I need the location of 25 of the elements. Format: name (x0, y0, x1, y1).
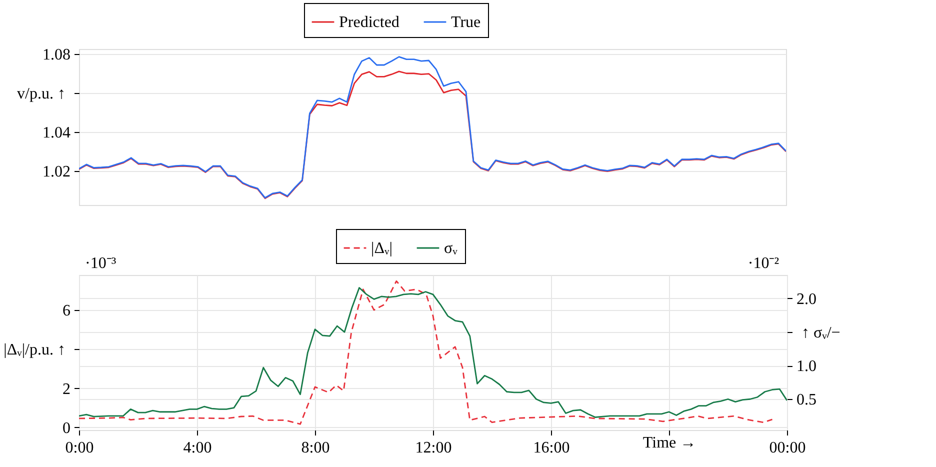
legend-label: Predicted (339, 14, 400, 31)
legend-label: |Δᵥ| (371, 240, 392, 257)
y-tick-label: 1.04 (42, 124, 70, 142)
text: ·10⁻³ (85, 255, 116, 272)
legend-label: True (451, 14, 481, 31)
y-tick-label: 6 (62, 302, 70, 320)
x-axis-title: Time → (642, 434, 696, 452)
x-tick-label: 16:00 (533, 440, 570, 456)
y2-axis-title: ↑ σᵥ/− (802, 324, 840, 342)
y-tick-label: 1.08 (42, 46, 70, 64)
y-tick-label: 1.02 (42, 164, 70, 181)
text: ·10⁻² (748, 255, 780, 272)
x-tick-label: 0:00 (65, 440, 94, 456)
legend-label: σᵥ (444, 240, 458, 257)
y-axis-title: v/p.u. ↑ (17, 86, 66, 103)
x-tick-label: 4:00 (183, 440, 212, 456)
x-tick-label: 12:00 (415, 440, 452, 456)
y2-tick-label: 2.0 (796, 290, 816, 308)
y-tick-label: 0 (62, 420, 70, 437)
x-tick-label: 8:00 (301, 440, 330, 456)
y2-tick-label: 1.0 (796, 358, 816, 376)
y-tick-label: 2 (62, 380, 70, 398)
y2-tick-label: 0.5 (796, 392, 816, 409)
y-axis-title: |Δᵥ|/p.u. ↑ (4, 342, 66, 359)
x-tick-label: 00:00 (769, 440, 806, 456)
